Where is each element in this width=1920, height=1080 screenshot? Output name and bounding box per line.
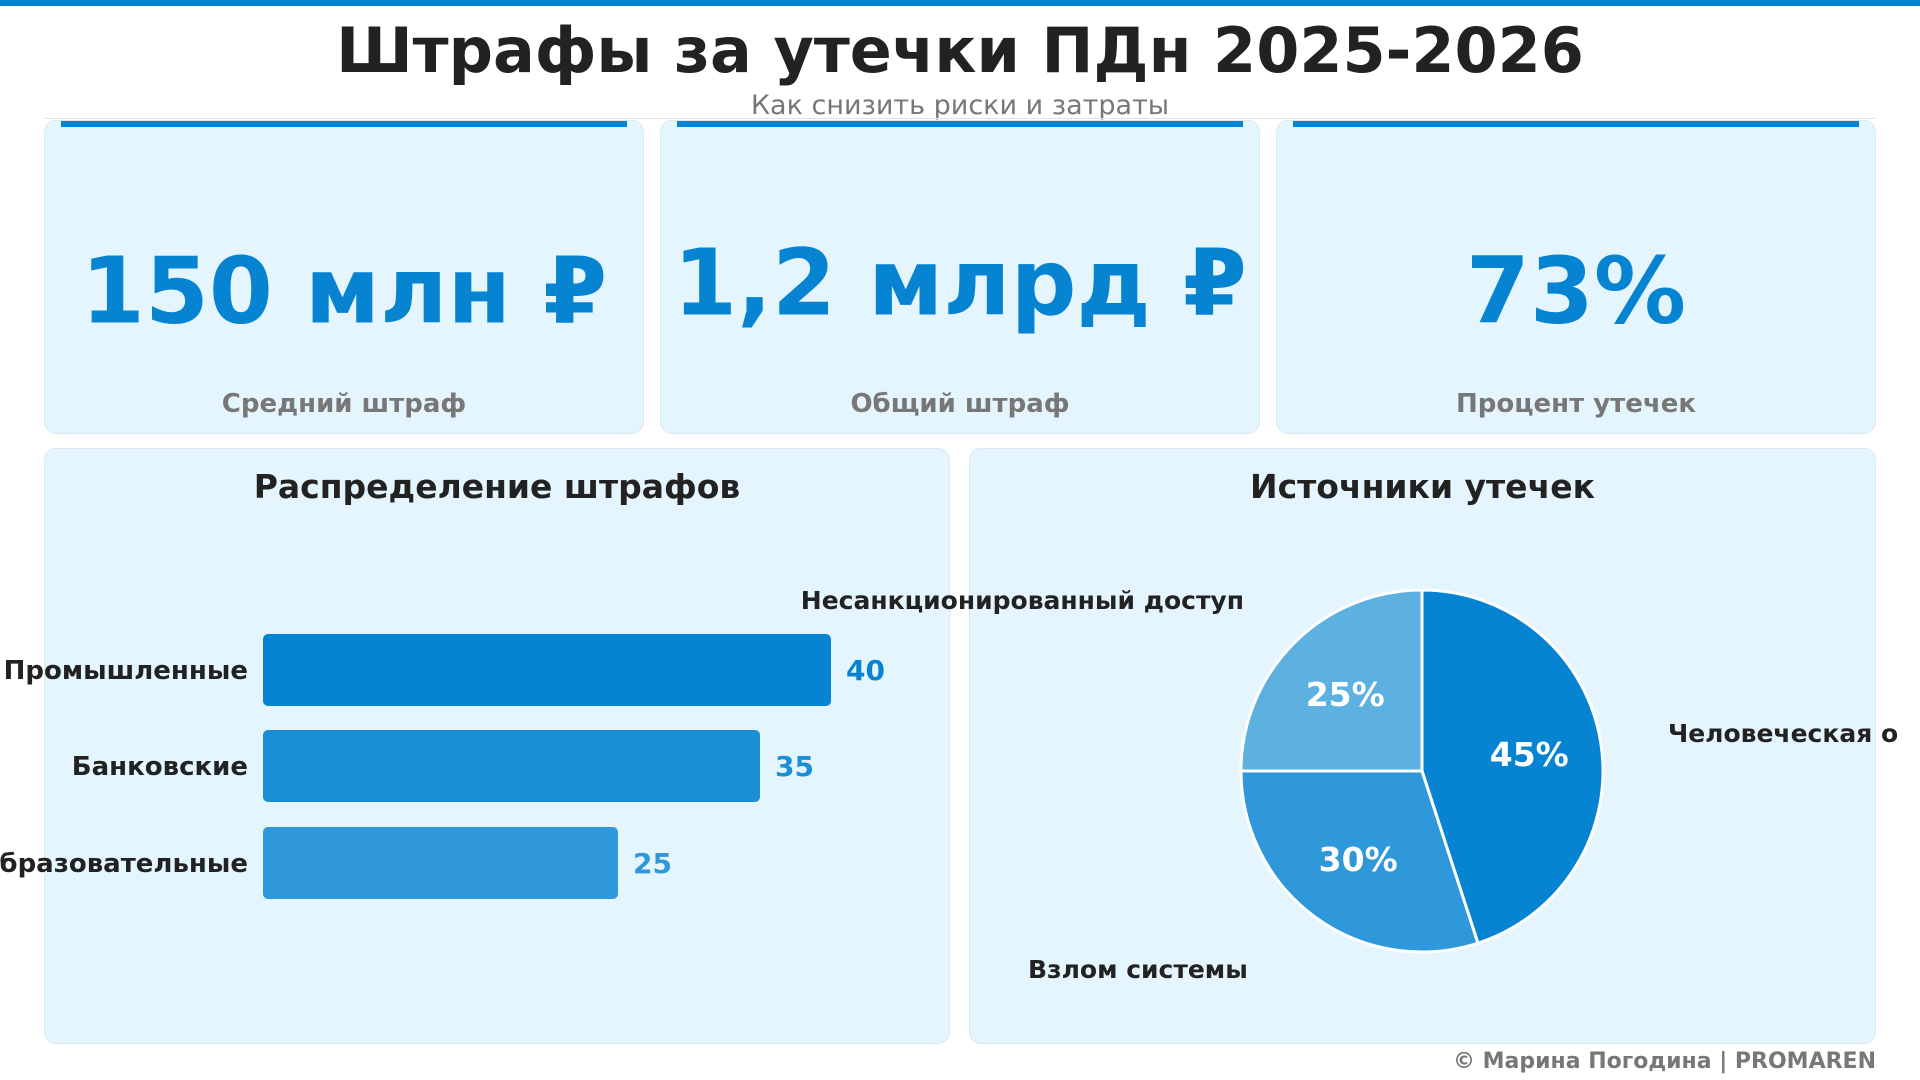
card-stripe [1293, 121, 1859, 127]
bar-category-label: Банковские [72, 752, 248, 782]
bar [263, 634, 831, 706]
copyright-footer: © Марина Погодина | PROMAREN [1452, 1049, 1876, 1074]
kpi-value: 150 млн ₽ [80, 237, 608, 345]
kpi-value: 73% [1465, 237, 1687, 345]
pie-slice [1239, 769, 1480, 954]
bar-value-label: 35 [775, 750, 814, 783]
kpi-label: Средний штраф [221, 389, 467, 419]
bar-value-label: 40 [846, 654, 885, 687]
bar-category-label: Промышленные [4, 656, 248, 686]
pie-slice [1239, 588, 1424, 773]
bar-chart-title: Распределение штрафов [253, 467, 741, 506]
pie-category-label: Человеческая о [1668, 719, 1898, 748]
card-stripe [61, 121, 627, 127]
pie-category-label: Несанкционированный доступ [801, 586, 1244, 615]
bar [263, 827, 618, 899]
card-stripe [677, 121, 1243, 127]
bar-category-label: Образовательные [0, 849, 248, 879]
page-title: Штрафы за утечки ПДн 2025-2026 [336, 14, 1584, 87]
kpi-card-total-fine: 1,2 млрд ₽ Общий штраф [660, 120, 1260, 434]
pie-chart-title: Источники утечек [1249, 467, 1596, 506]
page-subtitle: Как снизить риски и затраты [750, 90, 1170, 121]
top-accent-bar [0, 0, 1920, 6]
pie-percent-label: 30% [1319, 840, 1398, 879]
kpi-card-average-fine: 150 млн ₽ Средний штраф [44, 120, 644, 434]
kpi-label: Процент утечек [1455, 389, 1696, 419]
kpi-label: Общий штраф [850, 389, 1070, 419]
bar-value-label: 25 [633, 847, 672, 880]
pie-percent-label: 45% [1490, 735, 1569, 774]
pie-category-label: Взлом системы [1028, 955, 1248, 984]
divider [44, 118, 1876, 119]
bar [263, 730, 760, 802]
pie-slice [1420, 588, 1605, 946]
kpi-value: 1,2 млрд ₽ [673, 229, 1247, 337]
kpi-card-leak-percent: 73% Процент утечек [1276, 120, 1876, 434]
pie-percent-label: 25% [1306, 675, 1385, 714]
